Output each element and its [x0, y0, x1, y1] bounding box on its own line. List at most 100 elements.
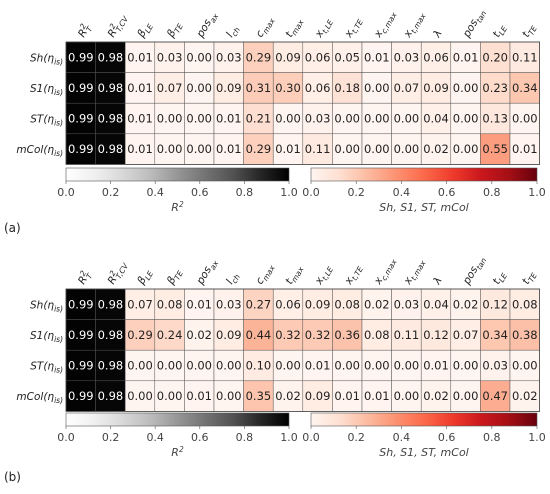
cell-value-label: 0.11 [512, 50, 538, 64]
heatmap-cell [361, 133, 392, 165]
cell-value-label: 0.02 [186, 328, 212, 342]
heatmap-cell [332, 319, 363, 351]
cell-value-label: 0.03 [394, 50, 420, 64]
colorbar-tick-label: 0.2 [102, 186, 120, 199]
heatmap-cell [154, 349, 185, 382]
cell-value-label: 0.99 [68, 112, 94, 126]
cell-value-label: 0.06 [305, 50, 331, 64]
row-label: S1(ηis) [30, 83, 63, 97]
cell-value-label: 0.02 [275, 389, 301, 403]
cell-value-label: 0.00 [453, 389, 479, 403]
cell-value-label: 0.98 [98, 50, 124, 64]
colorbar-tick-label: 1.0 [528, 431, 546, 444]
cell-value-label: 0.21 [246, 112, 272, 126]
heatmap-cell [95, 380, 126, 412]
cell-value-label: 0.23 [482, 81, 508, 95]
cell-value-label: 0.03 [394, 297, 420, 311]
cell-value-label: 0.03 [157, 50, 183, 64]
heatmap-frame [65, 41, 541, 165]
cell-value-label: 0.00 [186, 50, 212, 64]
heatmap-cell [213, 319, 244, 351]
cell-value-label: 0.06 [305, 81, 331, 95]
cell-value-label: 0.01 [364, 389, 390, 403]
cell-value-label: 0.07 [127, 297, 153, 311]
column-label: xc,max [372, 8, 399, 42]
heatmap-cell [95, 288, 126, 320]
column-label: βTE [164, 19, 185, 41]
colorbar-tick-label: 1.0 [280, 431, 298, 444]
column-label: tLE [490, 22, 509, 41]
heatmap-cell [184, 319, 215, 351]
cell-value-label: 0.03 [482, 359, 508, 373]
cell-value-label: 0.04 [423, 112, 449, 126]
cell-value-label: 0.01 [127, 112, 153, 126]
cell-value-label: 0.02 [364, 297, 390, 311]
colorbar-tick-label: 0.8 [483, 431, 501, 444]
column-label: xt,LE [312, 263, 335, 289]
cell-value-label: 0.00 [157, 142, 183, 156]
heatmap-cell [124, 133, 156, 165]
colorbar-tick-label: 0.6 [191, 431, 209, 444]
cell-value-label: 0.99 [68, 297, 94, 311]
cell-value-label: 0.09 [275, 50, 301, 64]
heatmap-cell [450, 288, 481, 320]
heatmap-cell [480, 380, 511, 412]
heatmap-cell [184, 133, 215, 165]
cell-value-label: 0.31 [246, 81, 272, 95]
heatmap-cell [509, 349, 540, 382]
cell-value-label: 0.00 [394, 142, 420, 156]
column-label: postan [460, 254, 488, 289]
cell-value-label: 0.24 [157, 328, 183, 342]
colorbar-tick-label: 0.0 [302, 186, 320, 199]
cell-value-label: 0.02 [423, 142, 449, 156]
heatmap-cell [509, 288, 540, 320]
column-label: posax [194, 256, 221, 288]
heatmap-cell [272, 133, 304, 165]
cell-value-label: 0.00 [453, 142, 479, 156]
heatmap-cell [154, 319, 185, 351]
heatmap-cell [391, 319, 422, 351]
cell-value-label: 0.00 [275, 359, 301, 373]
heatmap-cell [95, 133, 126, 165]
cell-value-label: 0.29 [246, 142, 272, 156]
heatmap-cell [420, 288, 452, 320]
heatmap-cell [480, 72, 511, 104]
cell-value-label: 0.01 [127, 81, 153, 95]
cell-value-label: 0.36 [334, 328, 360, 342]
colorbar-tick-label: 1.0 [280, 186, 298, 199]
cell-value-label: 0.07 [453, 328, 479, 342]
heatmap-cell [391, 349, 422, 382]
heatmap-cell [361, 102, 392, 135]
cell-value-label: 0.00 [127, 359, 153, 373]
colorbar-tick-label: 0.6 [438, 431, 456, 444]
row-label: Sh(ηis) [30, 52, 63, 66]
heatmap-cell [65, 41, 96, 73]
column-label: tmax [283, 262, 306, 287]
colorbar-tick-label: 0.6 [438, 186, 456, 199]
cell-value-label: 0.02 [453, 297, 479, 311]
column-label: R2T,CV [104, 258, 131, 288]
heatmap-cell [184, 72, 215, 104]
colorbar-tick-label: 0.4 [146, 186, 164, 199]
cell-value-label: 0.00 [512, 112, 538, 126]
heatmap-cell [95, 72, 126, 104]
colorbar-tick-label: 0.8 [236, 431, 254, 444]
heatmap-cell [213, 349, 244, 382]
colorbar-tick-label: 0.0 [57, 186, 75, 199]
cell-value-label: 0.01 [216, 112, 242, 126]
heatmap-cell [243, 133, 274, 165]
colorbar-greys [65, 412, 290, 427]
cell-value-label: 0.01 [186, 297, 212, 311]
cell-value-label: 0.01 [334, 389, 360, 403]
colorbar-tick-label: 0.4 [146, 431, 164, 444]
cell-value-label: 0.13 [482, 112, 508, 126]
cell-value-label: 0.98 [98, 389, 124, 403]
heatmap-cell [420, 133, 452, 165]
heatmap-cell [391, 380, 422, 412]
heatmap-cell [243, 319, 274, 351]
cell-value-label: 0.32 [275, 328, 301, 342]
cell-value-label: 0.98 [98, 359, 124, 373]
column-label: lch [224, 270, 242, 287]
